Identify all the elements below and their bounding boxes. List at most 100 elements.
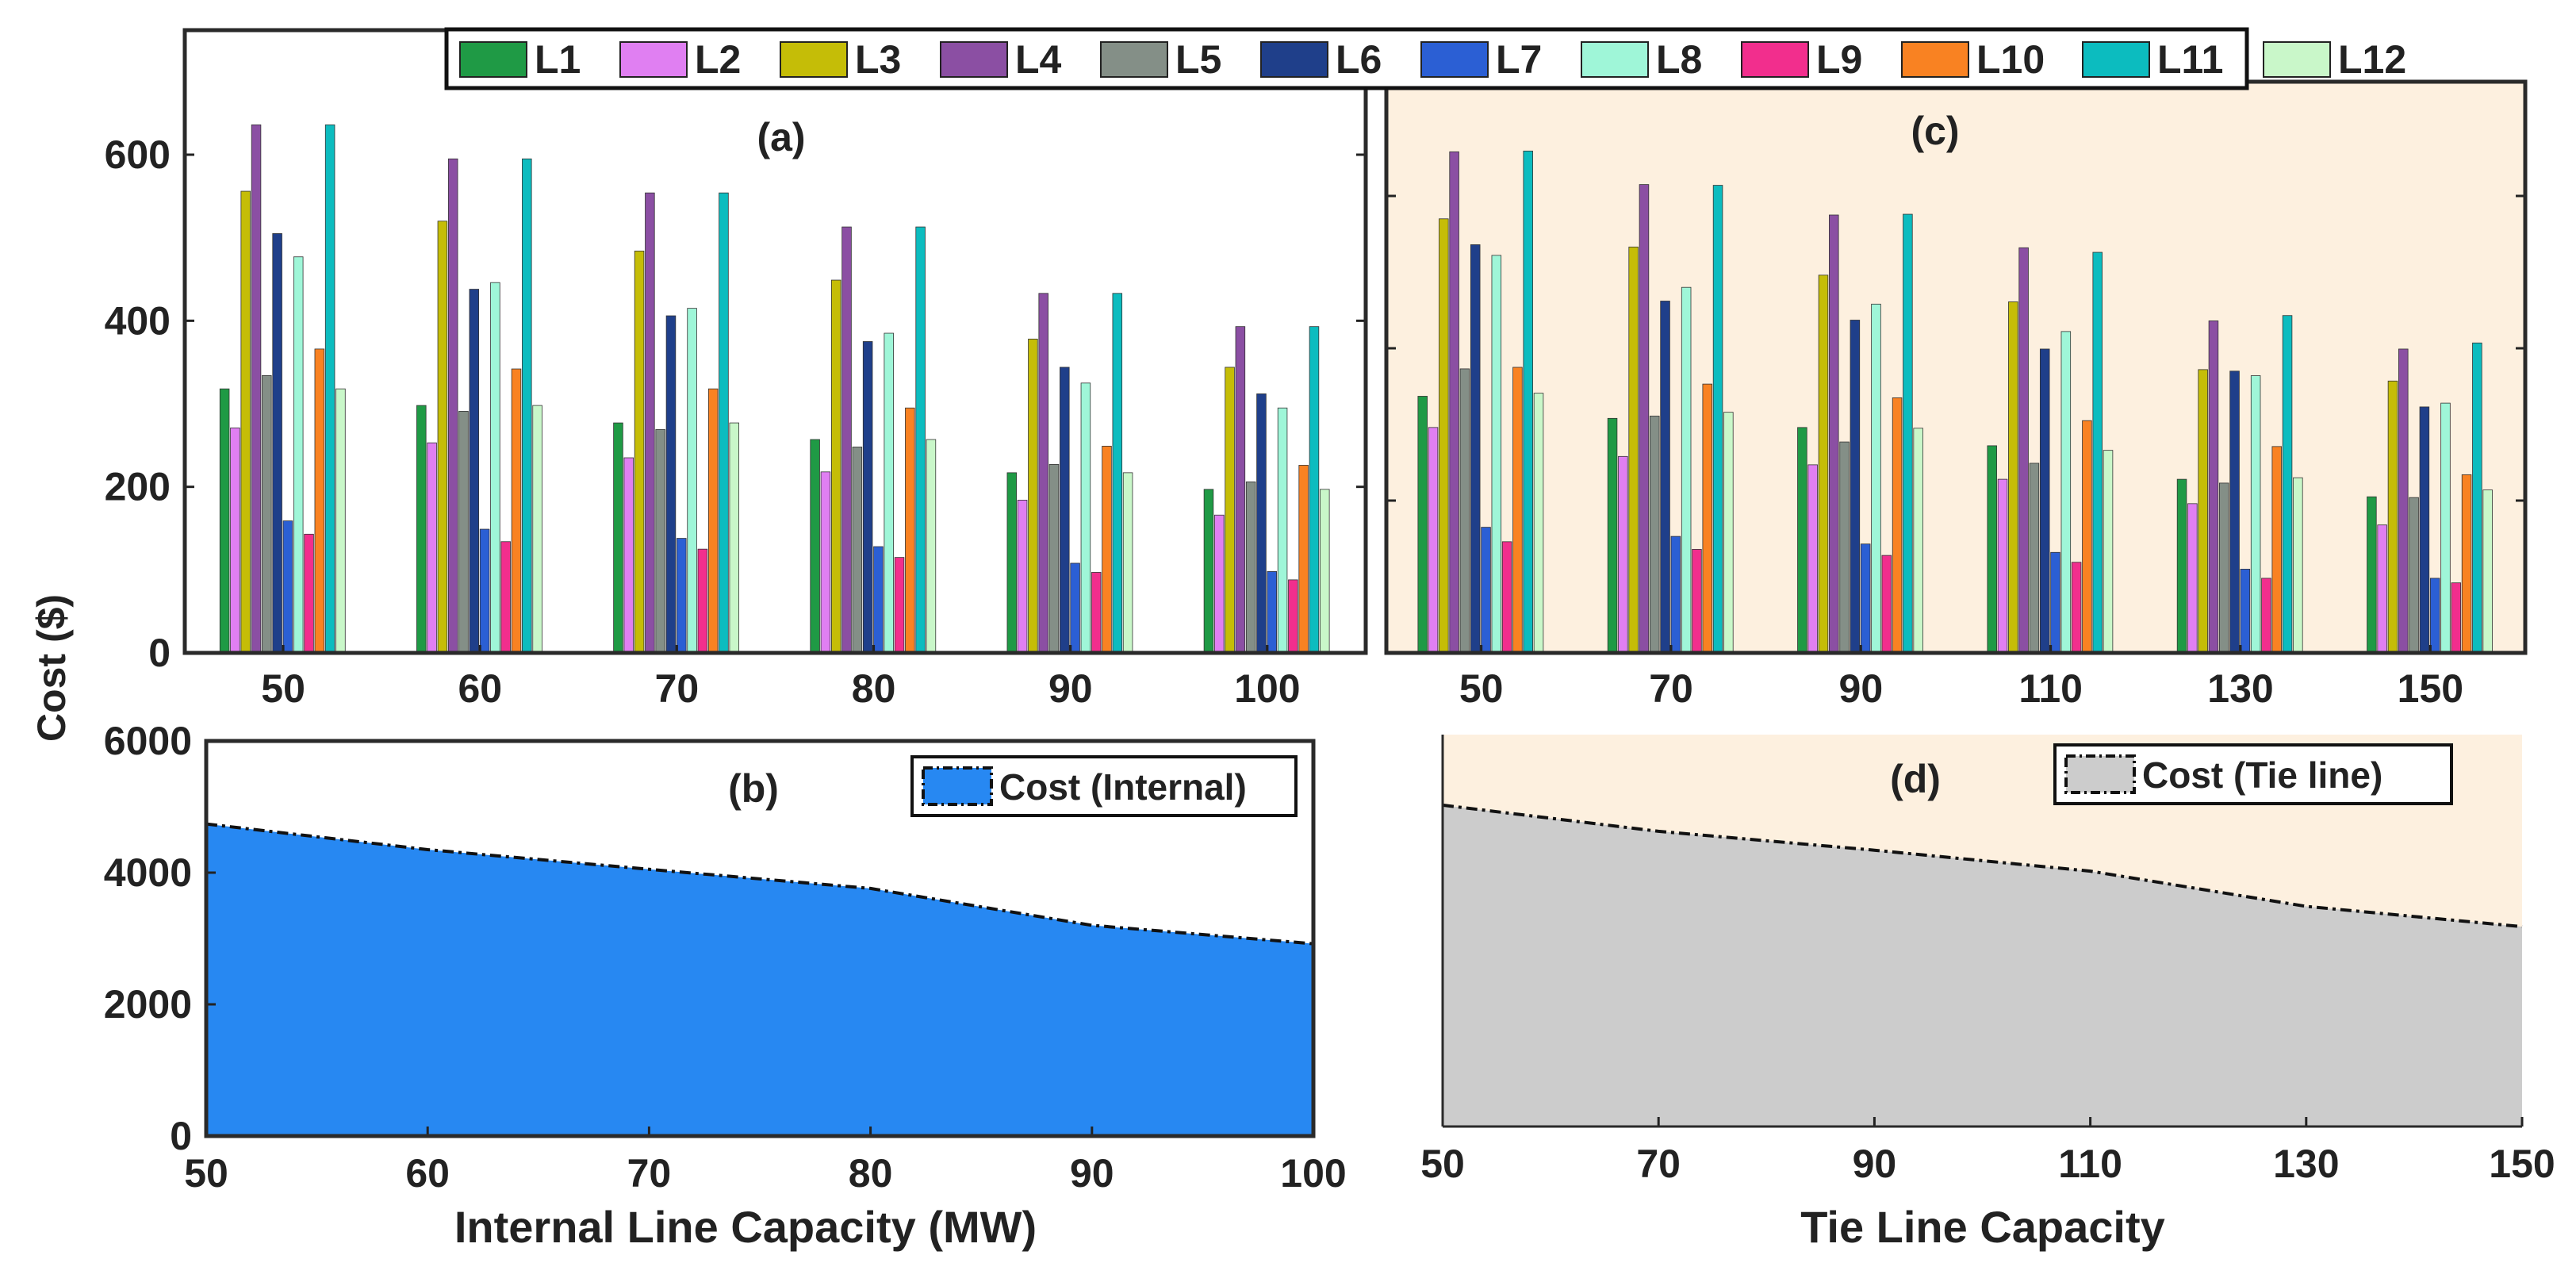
legend-label-L6: L6 (1336, 37, 1382, 82)
legend-b-swatch (922, 766, 993, 806)
y-tick-label-b: 4000 (104, 850, 192, 895)
bar-a-L9-100 (1288, 579, 1298, 654)
bar-a-L7-50 (282, 520, 293, 654)
bar-c-L1-150 (2367, 496, 2377, 654)
x-tick-label-d: 70 (1636, 1142, 1681, 1186)
bar-a-L10-100 (1298, 465, 1309, 654)
bar-c-L8-90 (1871, 303, 1881, 654)
bar-a-L7-90 (1070, 562, 1080, 654)
bar-a-L3-80 (830, 279, 841, 654)
bar-c-L1-50 (1417, 396, 1428, 654)
y-axis-label: Cost ($) (29, 594, 74, 742)
legend-swatch-L12 (2263, 41, 2331, 78)
bar-a-L4-60 (447, 158, 458, 654)
bar-c-L4-150 (2398, 348, 2409, 654)
bar-a-L5-90 (1048, 464, 1060, 654)
bar-a-L2-90 (1017, 500, 1028, 654)
x-tick-label-d: 90 (1853, 1142, 1897, 1186)
bar-a-L2-50 (230, 427, 240, 654)
legend-swatch-L9 (1741, 41, 1809, 78)
bar-c-L3-150 (2387, 380, 2398, 654)
x-tick-label-b: 90 (1070, 1151, 1114, 1196)
bar-a-L1-90 (1006, 472, 1018, 654)
bar-a-L12-80 (926, 439, 937, 654)
bar-c-L9-90 (1881, 555, 1892, 654)
bar-c-L2-50 (1428, 427, 1439, 654)
y-tick-label-b: 0 (170, 1114, 192, 1158)
bar-a-L11-100 (1309, 326, 1320, 654)
area-outline-d (1442, 803, 2523, 929)
x-tick-label-b: 60 (405, 1151, 450, 1196)
bar-a-L11-90 (1112, 293, 1123, 654)
legend-b-label: Cost (Internal) (999, 766, 1247, 808)
bar-c-L3-130 (2198, 369, 2208, 654)
bar-c-L10-110 (2082, 420, 2092, 654)
legend-swatch-L1 (459, 41, 527, 78)
x-tick-label-c: 90 (1839, 666, 1884, 711)
bar-c-L9-130 (2261, 578, 2271, 654)
legend-swatch-L6 (1260, 41, 1328, 78)
bar-c-L9-110 (2071, 562, 2082, 654)
bar-c-L7-50 (1481, 527, 1491, 654)
bar-c-L2-90 (1807, 464, 1818, 654)
x-axis-label-b: Internal Line Capacity (MW) (454, 1202, 1037, 1252)
bar-c-L8-50 (1491, 255, 1502, 654)
panel-d-title: (d) (1890, 757, 1941, 801)
legend-label-L7: L7 (1496, 37, 1542, 82)
bar-a-L6-80 (862, 341, 873, 654)
y-tick-label-a: 0 (148, 631, 171, 675)
bar-c-L5-150 (2409, 497, 2419, 654)
bar-c-L7-110 (2050, 551, 2060, 654)
bar-c-L4-130 (2208, 320, 2219, 654)
x-tick-label-a: 60 (458, 666, 502, 711)
bar-a-L11-80 (915, 226, 926, 654)
panel-c-title: (c) (1911, 109, 1959, 153)
x-axis-label-d: Tie Line Capacity (1800, 1202, 2165, 1252)
bar-c-L12-90 (1913, 428, 1923, 654)
bar-c-L3-110 (2008, 301, 2018, 654)
bar-c-L2-130 (2187, 503, 2198, 654)
bar-a-L8-100 (1277, 407, 1288, 654)
bar-c-L9-150 (2451, 582, 2462, 654)
bar-a-L3-70 (634, 251, 645, 654)
shared-legend: L1 L2 L3 L4 L5 L6 L7 L8 L9 L10 L11 L12 (444, 27, 2406, 90)
bar-c-L6-90 (1850, 320, 1861, 654)
x-tick-label-c: 150 (2398, 666, 2463, 711)
bar-a-L5-100 (1245, 481, 1256, 654)
legend-label-L9: L9 (1816, 37, 1862, 82)
panel-a-bar-chart: 50 60 70 80 90 100 0 200 400 600 (a) (105, 28, 1368, 711)
legend-label-L2: L2 (695, 37, 741, 82)
bar-c-L6-50 (1470, 244, 1481, 654)
y-tick-label-a: 200 (105, 465, 171, 509)
x-tick-label-b: 80 (849, 1151, 893, 1196)
bar-a-L6-70 (665, 315, 677, 654)
bar-c-L7-130 (2240, 569, 2251, 654)
panel-b-title: (b) (728, 766, 779, 811)
bar-c-L4-110 (2018, 247, 2029, 654)
bar-a-L4-50 (251, 124, 262, 654)
bar-c-L6-130 (2229, 370, 2240, 654)
bar-c-L11-110 (2092, 251, 2103, 654)
bar-a-L5-80 (852, 447, 863, 654)
x-tick-label-b: 100 (1280, 1151, 1346, 1196)
bar-a-L1-80 (810, 439, 820, 654)
x-tick-label-d: 110 (2058, 1142, 2122, 1186)
bar-a-L6-90 (1060, 367, 1070, 654)
bar-c-L11-70 (1712, 185, 1723, 654)
bar-a-L4-100 (1235, 326, 1246, 654)
bar-a-L11-70 (719, 192, 729, 654)
bar-c-L7-90 (1860, 543, 1871, 654)
bar-c-L11-90 (1903, 213, 1913, 654)
bar-a-L8-80 (884, 332, 894, 654)
bar-a-L11-50 (324, 124, 335, 654)
bar-a-L8-50 (293, 256, 304, 654)
bar-c-L11-150 (2472, 342, 2482, 654)
y-tick-label-b: 6000 (104, 719, 192, 763)
bar-c-L11-50 (1523, 150, 1533, 654)
bar-a-L4-80 (841, 226, 852, 654)
bar-c-L10-50 (1512, 367, 1523, 654)
legend-label-L12: L12 (2338, 37, 2406, 82)
y-tick-label-a: 600 (105, 132, 171, 177)
x-tick-label-c: 70 (1649, 666, 1693, 711)
bar-c-L7-70 (1670, 535, 1681, 654)
